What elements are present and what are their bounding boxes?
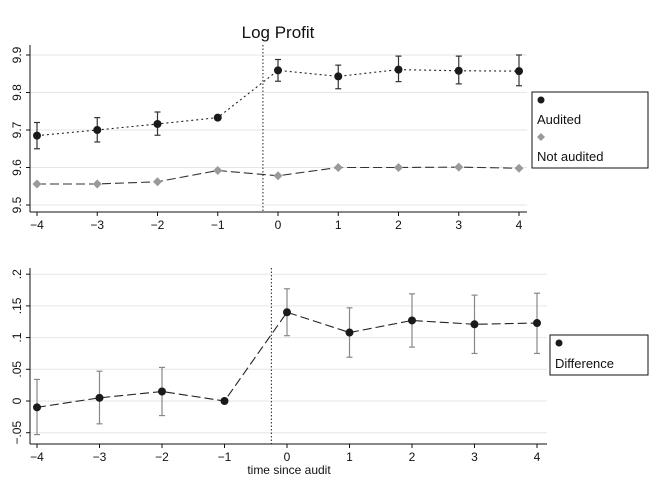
data-point-audited [93, 126, 102, 134]
data-point-audited [274, 66, 282, 75]
data-point-difference [283, 308, 291, 317]
x-tick-label: 2 [395, 218, 402, 232]
data-point-difference [345, 328, 354, 337]
data-point-difference [33, 403, 41, 412]
data-point-difference [95, 393, 104, 402]
x-tick-label: 1 [335, 218, 342, 232]
data-point-not-audited [32, 179, 42, 189]
y-tick-label: 9.5 [10, 196, 24, 213]
x-tick-label: 3 [471, 450, 478, 464]
x-tick-label: −2 [155, 450, 169, 464]
legend-marker-audited [537, 96, 545, 104]
x-tick-label: 1 [346, 450, 353, 464]
series-line-difference [36, 311, 538, 408]
y-tick-label: 9.8 [10, 84, 24, 101]
legend-top: Audited Not audited [531, 91, 649, 169]
x-tick-label: −1 [218, 450, 232, 464]
data-point-difference [220, 397, 229, 405]
data-point-audited [153, 120, 162, 128]
data-point-not-audited [92, 179, 102, 189]
data-point-audited [213, 113, 222, 122]
x-tick-label: 0 [284, 450, 291, 464]
data-point-difference [533, 319, 541, 328]
series-line-audited [36, 69, 520, 137]
data-point-audited [454, 66, 463, 75]
y-tick-label: .2 [10, 269, 24, 279]
legend-bottom: Difference [549, 334, 649, 376]
y-tick-label: 0 [10, 397, 24, 404]
data-point-not-audited [153, 177, 162, 187]
chart-title: Log Profit [242, 23, 315, 42]
x-tick-label: 4 [534, 450, 541, 464]
y-tick-label: 9.7 [10, 121, 24, 138]
x-tick-label: −4 [30, 450, 44, 464]
data-point-audited [394, 65, 403, 74]
legend-marker-not-audited [537, 133, 545, 141]
x-tick-label: 3 [455, 218, 462, 232]
x-tick-label: −3 [93, 450, 107, 464]
x-tick-label: −3 [90, 218, 104, 232]
data-point-not-audited [454, 162, 464, 172]
data-point-not-audited [333, 163, 343, 172]
legend-label-difference: Difference [555, 356, 614, 371]
legend-label-not-audited: Not audited [537, 149, 604, 164]
data-point-audited [334, 72, 343, 81]
legend-marker-difference [555, 339, 563, 347]
data-point-not-audited [514, 163, 524, 173]
data-point-difference [158, 387, 166, 396]
legend-label-audited: Audited [537, 112, 581, 127]
data-point-not-audited [273, 171, 283, 181]
data-point-difference [470, 320, 479, 329]
data-point-not-audited [394, 163, 403, 172]
y-tick-label: −.05 [10, 421, 24, 445]
y-tick-label: 9.6 [10, 159, 24, 176]
y-tick-label: .15 [10, 297, 24, 314]
data-point-difference [408, 316, 416, 325]
data-point-not-audited [213, 166, 223, 175]
legend-box [531, 91, 649, 169]
y-tick-label: .1 [10, 332, 24, 342]
y-tick-label: .05 [10, 361, 24, 378]
x-tick-label: −4 [30, 218, 44, 232]
x-tick-label: 0 [275, 218, 282, 232]
panel-top: 9.5 9.6 9.7 9.8 9.9 −4 −3 −2 −1 0 1 2 3 4 [10, 45, 527, 232]
x-tick-label: −2 [151, 218, 165, 232]
panel-bottom: −.05 0 .05 .1 .15 .2 −4 −3 −2 −1 0 1 2 3 4 [10, 268, 547, 464]
x-axis-label: time since audit [247, 463, 331, 477]
legend-box [549, 334, 649, 376]
x-tick-label: 2 [409, 450, 416, 464]
data-point-audited [33, 131, 41, 140]
data-point-audited [515, 67, 523, 76]
y-tick-label: 9.9 [10, 46, 24, 63]
x-tick-label: −1 [211, 218, 225, 232]
x-tick-label: 4 [516, 218, 523, 232]
